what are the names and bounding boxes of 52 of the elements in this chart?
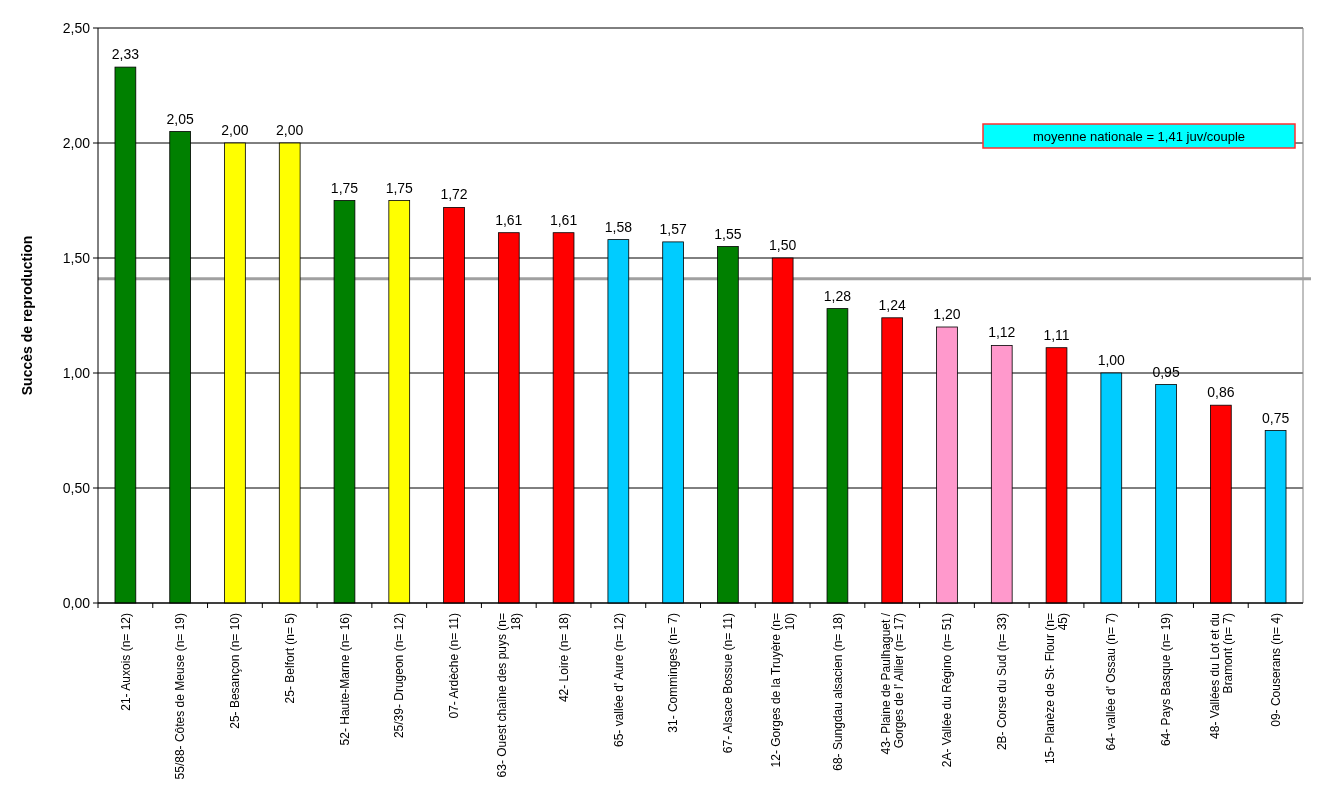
data-label: 2,00	[276, 122, 304, 138]
x-tick-label: 07- Ardèche (n= 11)	[447, 613, 462, 719]
x-tick-label: 64- vallée d' Ossau (n= 7)	[1104, 613, 1119, 751]
data-label: 1,50	[769, 237, 797, 253]
data-label: 1,24	[878, 296, 907, 313]
x-tick-label: 12- Gorges de la Truyère (n= 10)	[769, 613, 797, 768]
data-label: 2,05	[166, 110, 194, 127]
x-tick-label: 25/39- Drugeon (n= 12)	[392, 613, 407, 739]
y-tick-label: 0,50	[62, 479, 91, 496]
data-label: 1,12	[988, 324, 1016, 341]
data-label: 1,55	[714, 225, 742, 242]
x-tick-label: 42- Loire (n= 18)	[556, 613, 571, 703]
data-label: 0,95	[1152, 363, 1180, 380]
y-tick-label: 1,00	[62, 364, 91, 381]
data-label: 1,75	[330, 179, 359, 196]
x-tick-label: 09- Couserans (n= 4)	[1268, 613, 1283, 727]
data-label: 1,58	[604, 218, 633, 235]
data-label: 1,75	[385, 179, 414, 196]
x-tick-label: 2A- Vallée du Régino (n= 51)	[940, 613, 955, 768]
x-tick-label: 31- Comminges (n= 7)	[666, 613, 681, 733]
data-label: 1,11	[1043, 326, 1070, 343]
x-tick-label: 65- vallée d' Aure (n= 12)	[611, 613, 626, 748]
data-label: 2,00	[221, 122, 249, 138]
x-tick-label: 68- Sungdau alsacien (n= 18)	[830, 613, 845, 771]
x-tick-label: 21- Auxois (n= 12)	[118, 613, 133, 711]
x-tick-label: 52- Haute-Marne (n= 16)	[337, 613, 352, 746]
data-label: 1,28	[823, 287, 852, 304]
data-label: 1,20	[933, 306, 961, 322]
data-label: 2,33	[111, 46, 140, 63]
y-tick-label: 2,50	[62, 19, 91, 36]
x-tick-label: 25- Besançon (n= 10)	[228, 613, 243, 729]
x-tick-label: 2B- Corse du Sud (n= 33)	[994, 613, 1009, 751]
x-tick-label: 55/88- Côtes de Meuse (n= 19)	[173, 613, 188, 780]
data-label: 0,86	[1207, 384, 1235, 401]
y-tick-label: 2,00	[62, 134, 91, 151]
data-label: 1,61	[495, 211, 523, 228]
x-tick-label: 64- Pays Basque (n= 19)	[1159, 613, 1174, 747]
y-axis-title: Succès de reproduction	[19, 235, 35, 396]
data-label: 0,75	[1261, 409, 1290, 426]
x-tick-label: 15- Planèze de St- Flour (n= 45)	[1043, 613, 1071, 765]
data-label: 1,57	[659, 220, 687, 237]
annotation: moyenne nationale = 1,41 juv/couple	[1032, 128, 1246, 144]
y-tick-label: 0,00	[62, 594, 91, 611]
data-label: 1,00	[1097, 352, 1126, 368]
x-tick-label: 43- Plaine de Paulhaguet / Gorges de l' Allier (n= 17)	[878, 612, 907, 755]
x-tick-label: 63- Ouest chaîne des puys (n= 18)	[495, 613, 523, 778]
x-tick-label: 48- Vallées du Lot et du Bramont (n= 7)	[1207, 613, 1235, 739]
y-tick-label: 1,50	[62, 249, 91, 266]
x-tick-label: 67- Alsace Bossue (n= 11)	[721, 613, 736, 754]
x-tick-label: 25- Belfort (n= 5)	[282, 613, 297, 704]
data-label: 1,61	[549, 211, 578, 228]
data-label: 1,72	[440, 186, 468, 203]
